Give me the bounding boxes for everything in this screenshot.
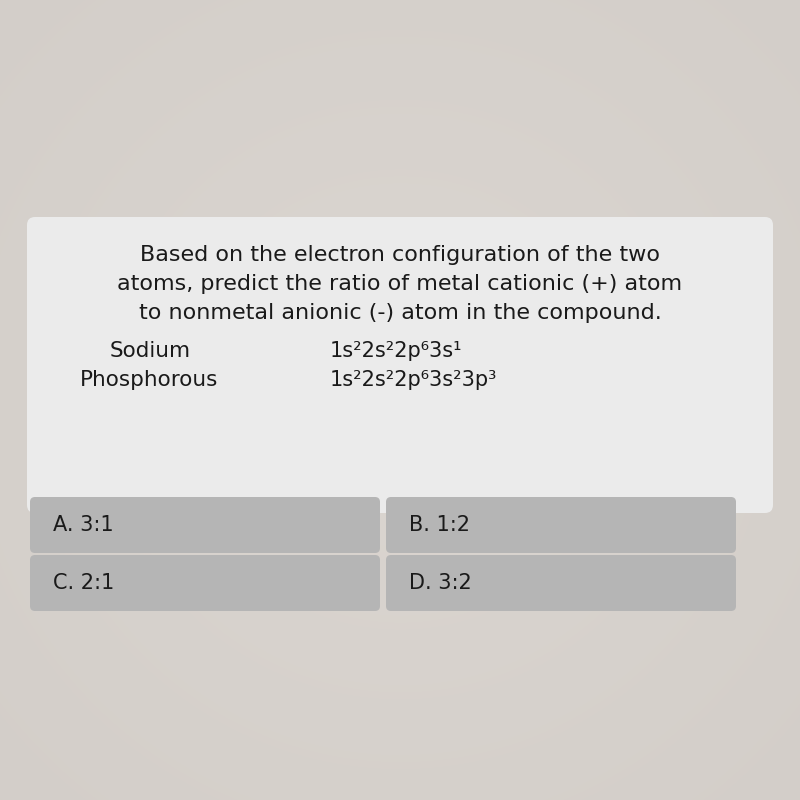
Text: D. 3:2: D. 3:2 <box>409 573 472 593</box>
Text: B. 1:2: B. 1:2 <box>409 515 470 535</box>
FancyBboxPatch shape <box>30 497 380 553</box>
Text: Sodium: Sodium <box>110 341 191 361</box>
FancyBboxPatch shape <box>27 217 773 513</box>
Text: 1s²2s²2p⁶3s¹: 1s²2s²2p⁶3s¹ <box>330 341 462 361</box>
Text: A. 3:1: A. 3:1 <box>53 515 114 535</box>
Text: Phosphorous: Phosphorous <box>80 370 218 390</box>
Text: Based on the electron configuration of the two: Based on the electron configuration of t… <box>140 245 660 265</box>
FancyBboxPatch shape <box>386 555 736 611</box>
FancyBboxPatch shape <box>386 497 736 553</box>
Text: C. 2:1: C. 2:1 <box>53 573 114 593</box>
FancyBboxPatch shape <box>30 555 380 611</box>
Text: atoms, predict the ratio of metal cationic (+) atom: atoms, predict the ratio of metal cation… <box>118 274 682 294</box>
Text: to nonmetal anionic (-) atom in the compound.: to nonmetal anionic (-) atom in the comp… <box>138 303 662 323</box>
Text: 1s²2s²2p⁶3s²3p³: 1s²2s²2p⁶3s²3p³ <box>330 370 498 390</box>
